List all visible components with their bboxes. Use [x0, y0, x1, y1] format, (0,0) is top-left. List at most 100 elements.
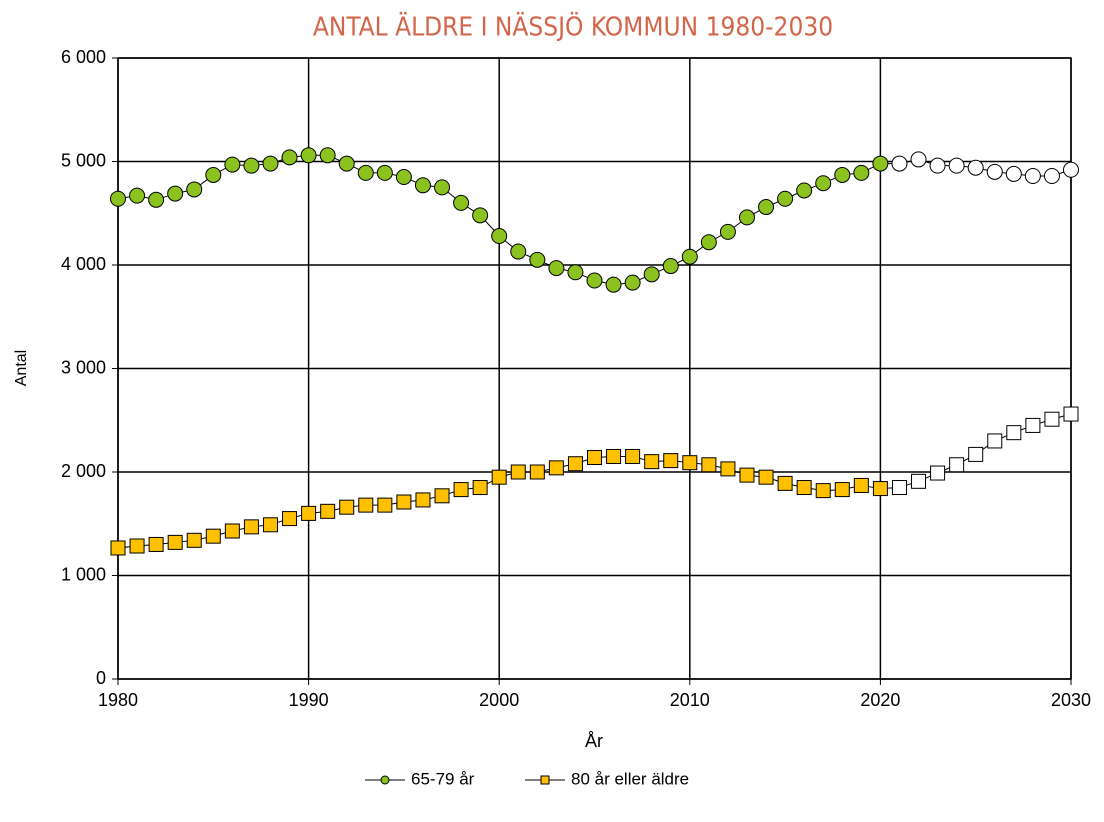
- data-point: [510, 464, 526, 480]
- data-point: [129, 187, 146, 204]
- data-point: [758, 199, 775, 216]
- data-point: [586, 272, 603, 289]
- data-point: [529, 464, 545, 480]
- x-tick-label: 1980: [98, 690, 138, 710]
- data-point: [491, 469, 507, 485]
- y-tick-label: 6 000: [61, 47, 106, 67]
- data-point: [911, 473, 927, 489]
- data-point: [301, 505, 317, 521]
- data-point: [700, 234, 717, 251]
- data-point: [358, 497, 374, 513]
- data-point: [224, 156, 241, 173]
- data-point: [948, 157, 965, 174]
- data-point: [167, 534, 183, 550]
- data-point: [853, 477, 869, 493]
- data-point: [815, 175, 832, 192]
- data-point: [720, 461, 736, 477]
- data-point: [796, 480, 812, 496]
- data-point: [548, 460, 564, 476]
- data-point: [796, 182, 813, 199]
- data-point: [891, 155, 908, 172]
- data-point: [1024, 167, 1041, 184]
- data-point: [986, 163, 1003, 180]
- data-point: [587, 450, 602, 466]
- data-point: [186, 181, 203, 198]
- data-point: [377, 497, 393, 513]
- data-point: [739, 467, 755, 483]
- data-point: [167, 185, 184, 202]
- data-point: [110, 190, 126, 207]
- series-line: [117, 413, 1072, 549]
- data-point: [339, 499, 355, 515]
- x-tick-label: 2000: [479, 690, 519, 710]
- data-point: [910, 151, 927, 168]
- data-point: [338, 155, 355, 172]
- data-point: [719, 223, 736, 240]
- data-point: [415, 492, 431, 508]
- data-point: [148, 536, 164, 552]
- x-tick-label: 2010: [670, 690, 710, 710]
- data-point: [1063, 406, 1079, 422]
- y-tick-label: 5 000: [61, 150, 106, 170]
- data-point: [281, 149, 298, 166]
- data-point: [929, 157, 946, 174]
- data-point: [834, 482, 850, 498]
- data-point: [205, 166, 222, 183]
- data-point: [967, 159, 984, 176]
- data-point: [815, 483, 831, 499]
- data-point: [1063, 161, 1079, 178]
- data-point: [110, 540, 126, 556]
- data-point: [872, 155, 889, 172]
- data-point: [606, 448, 622, 464]
- legend-label: 65-79 år: [411, 769, 475, 788]
- data-point: [930, 465, 946, 481]
- data-point: [262, 155, 279, 172]
- data-point: [529, 251, 546, 268]
- data-point: [682, 455, 698, 471]
- data-point: [1044, 411, 1060, 427]
- data-point: [1043, 167, 1060, 184]
- data-point: [1005, 165, 1022, 182]
- data-point: [434, 488, 450, 504]
- data-point: [738, 209, 755, 226]
- data-point: [148, 191, 165, 208]
- data-point: [701, 457, 717, 473]
- data-point: [662, 258, 679, 275]
- chart-title: ANTAL ÄLDRE I NÄSSJÖ KOMMUN 1980-2030: [313, 11, 833, 43]
- y-tick-label: 3 000: [61, 357, 106, 377]
- y-tick-label: 1 000: [61, 564, 106, 584]
- data-point: [357, 164, 374, 181]
- data-point: [282, 511, 298, 527]
- data-point: [262, 517, 278, 533]
- x-tick-label: 2030: [1051, 690, 1091, 710]
- data-point: [681, 248, 698, 265]
- data-point: [548, 260, 565, 277]
- x-tick-label: 1990: [289, 690, 329, 710]
- data-point: [453, 482, 469, 498]
- data-point: [186, 532, 202, 548]
- data-point: [472, 480, 488, 496]
- y-axis-label: Antal: [13, 350, 30, 386]
- data-point: [968, 446, 984, 462]
- data-point: [491, 228, 508, 245]
- data-point: [395, 169, 412, 186]
- data-point: [453, 194, 470, 211]
- data-point: [987, 433, 1003, 449]
- data-point: [243, 519, 259, 535]
- x-tick-label: 2020: [860, 690, 900, 710]
- data-point: [605, 276, 622, 293]
- y-tick-label: 0: [96, 668, 106, 688]
- data-point: [320, 503, 336, 519]
- data-point: [510, 243, 527, 260]
- data-point: [224, 523, 240, 539]
- data-point: [567, 456, 583, 472]
- data-point: [205, 528, 221, 544]
- data-point: [129, 538, 145, 554]
- data-point: [834, 166, 851, 183]
- y-tick-label: 2 000: [61, 461, 106, 481]
- data-point: [758, 469, 774, 485]
- data-point: [1006, 425, 1022, 441]
- legend-marker: [540, 775, 550, 785]
- legend-label: 80 år eller äldre: [571, 769, 689, 788]
